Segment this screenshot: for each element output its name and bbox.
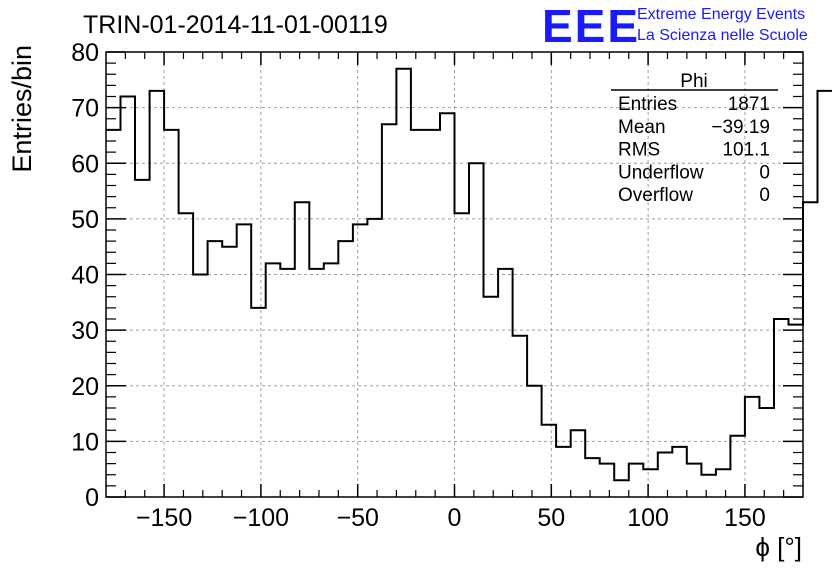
- stats-title: Phi: [680, 71, 707, 92]
- x-tick-label: −50: [336, 504, 378, 532]
- x-tick-label: 150: [724, 504, 766, 532]
- stats-row: Underflow 0: [618, 162, 770, 183]
- y-tick-label: 50: [71, 206, 99, 234]
- x-axis-title: ϕ [°]: [755, 532, 802, 562]
- plot-frame: [105, 51, 804, 498]
- stats-row-label: Overflow: [618, 185, 693, 206]
- stats-row-value: −39.19: [711, 117, 770, 138]
- x-tick-label: 100: [627, 504, 669, 532]
- stats-row-label: Underflow: [618, 162, 704, 183]
- stats-row: Mean −39.19: [618, 117, 770, 138]
- y-tick-label: 0: [85, 484, 99, 512]
- x-tick-label: −100: [233, 504, 289, 532]
- x-tick-label: −150: [136, 504, 192, 532]
- y-axis-title: Entries/bin: [7, 45, 37, 173]
- stats-row-label: Mean: [618, 117, 666, 138]
- stats-row-label: Entries: [618, 94, 677, 115]
- y-tick-label: 70: [71, 95, 99, 123]
- stats-row-value: 1871: [728, 94, 770, 115]
- stats-row-value: 0: [759, 185, 770, 206]
- y-tick-label: 20: [71, 373, 99, 401]
- stats-row-value: 101.1: [722, 140, 770, 161]
- stats-row: Overflow 0: [618, 185, 770, 206]
- histogram-line: [106, 67, 832, 482]
- y-tick-label: 10: [71, 428, 99, 456]
- x-tick-label: 0: [448, 504, 462, 532]
- y-tick-label: 80: [71, 39, 99, 67]
- logo-line-2: La Scienza nelle Scuole: [637, 27, 808, 44]
- tick-labels: −150 −100 −50 0 50 100 150 0 10 20 30 40 50 60 70 80: [71, 39, 766, 532]
- y-tick-label: 30: [71, 317, 99, 345]
- run-title: TRIN-01-2014-11-01-00119: [83, 11, 388, 39]
- x-tick-label: 50: [537, 504, 565, 532]
- stats-row-value: 0: [759, 162, 770, 183]
- stats-row: Entries 1871: [618, 94, 770, 115]
- y-tick-label: 60: [71, 150, 99, 178]
- stats-row-label: RMS: [618, 140, 660, 161]
- axis-ticks: [106, 51, 803, 498]
- y-tick-label: 40: [71, 262, 99, 290]
- eee-logo: EEE: [542, 0, 640, 52]
- stats-row: RMS 101.1: [618, 140, 770, 161]
- logo-line-1: Extreme Energy Events: [637, 6, 805, 23]
